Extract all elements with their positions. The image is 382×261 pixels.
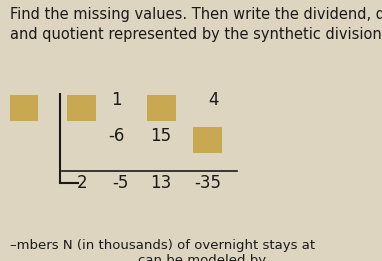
Text: -35: -35 xyxy=(195,174,222,192)
Text: and quotient represented by the synthetic division.: and quotient represented by the syntheti… xyxy=(10,27,382,42)
Bar xyxy=(193,127,222,153)
Bar xyxy=(67,95,96,121)
Text: 1: 1 xyxy=(111,92,122,109)
Text: 15: 15 xyxy=(150,127,171,145)
Text: can be modeled by: can be modeled by xyxy=(138,254,265,261)
Bar xyxy=(10,95,38,121)
Text: Find the missing values. Then write the dividend, divisor,: Find the missing values. Then write the … xyxy=(10,7,382,21)
Text: 13: 13 xyxy=(150,174,171,192)
Text: –mbers N (in thousands) of overnight stays at: –mbers N (in thousands) of overnight sta… xyxy=(10,239,315,252)
Text: -5: -5 xyxy=(112,174,128,192)
Text: -6: -6 xyxy=(108,127,125,145)
Text: 4: 4 xyxy=(209,92,219,109)
Bar xyxy=(147,95,176,121)
Text: 2: 2 xyxy=(77,174,87,192)
